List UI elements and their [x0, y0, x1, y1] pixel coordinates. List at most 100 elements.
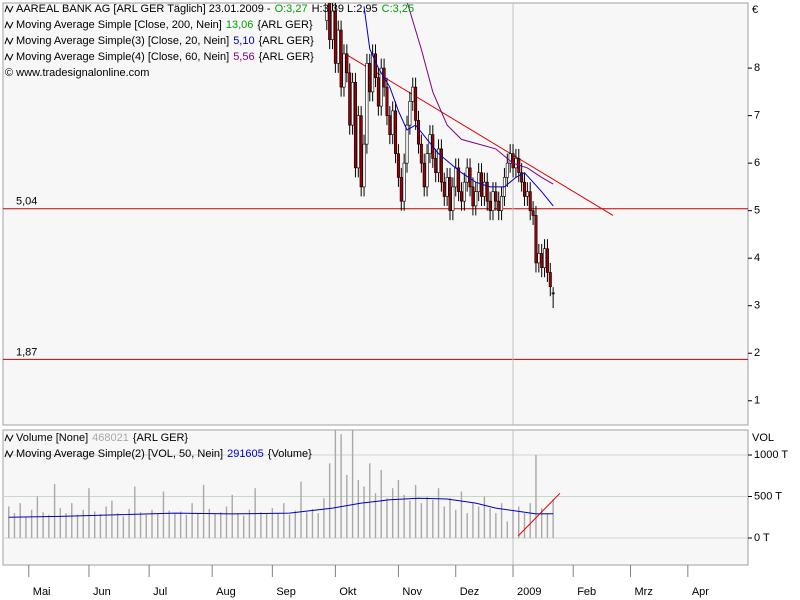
- volume-bar: [42, 512, 44, 539]
- candle-body: [531, 210, 535, 216]
- volume-bar: [369, 463, 371, 539]
- candle-body: [359, 115, 363, 188]
- legend-part: C:3,25: [382, 3, 414, 15]
- volume-bar: [529, 503, 531, 539]
- legend-entry: Moving Average Simple(2) [VOL, 50, Nein]…: [16, 448, 312, 460]
- candle-body: [548, 272, 552, 288]
- legend-part: Moving Average Simple(4) [Close, 60, Nei…: [16, 51, 229, 63]
- candle-body: [411, 86, 415, 102]
- volume-bar: [231, 494, 233, 539]
- volume-bar: [168, 510, 170, 539]
- volume-bar: [443, 506, 445, 539]
- volume-bar: [283, 503, 285, 539]
- volume-bar: [134, 486, 136, 539]
- volume-bar: [506, 521, 509, 539]
- moving-average: [406, 3, 554, 185]
- volume-bar: [483, 496, 486, 539]
- volume-bar: [122, 516, 125, 539]
- legend-part: 291605: [227, 448, 264, 460]
- candle-body: [448, 177, 452, 211]
- y-tick-label: 1000 T: [754, 449, 788, 461]
- volume-bar: [197, 513, 199, 539]
- candle-body: [543, 248, 547, 269]
- volume-bar: [489, 508, 491, 539]
- candle-body: [514, 158, 518, 169]
- candle-body: [491, 191, 495, 211]
- legend-part: {Volume}: [268, 448, 312, 460]
- candle-body: [459, 191, 463, 202]
- volume-bar: [237, 513, 239, 539]
- legend-part: Moving Average Simple(2) [VOL, 50, Nein]: [16, 448, 223, 460]
- x-tick-label: Mai: [33, 586, 51, 598]
- trendline: [344, 53, 614, 216]
- x-tick-label: Nov: [402, 586, 422, 598]
- candle-body: [402, 162, 406, 202]
- legend-entry: Moving Average Simple [Close, 200, Nein]…: [16, 19, 313, 31]
- volume-bar: [214, 513, 216, 539]
- volume-bar: [472, 503, 474, 539]
- candle-body: [416, 120, 420, 145]
- candle-body: [325, 3, 329, 21]
- legend-icon: [4, 449, 14, 459]
- volume-bar: [93, 511, 96, 539]
- y-axis-label: VOL: [752, 432, 774, 444]
- candle-body: [339, 29, 343, 88]
- volume-bar: [191, 503, 193, 539]
- volume-bar: [323, 498, 325, 539]
- volume-bar: [460, 491, 463, 539]
- volume-bar: [535, 454, 537, 539]
- candle-body: [454, 167, 458, 188]
- candle-body: [457, 167, 461, 192]
- volume-bar: [174, 513, 176, 539]
- candle-body: [451, 186, 455, 211]
- legend-part: 13,06: [226, 19, 254, 31]
- candle-body: [540, 253, 544, 269]
- volume-bar: [552, 499, 554, 539]
- candle-body: [522, 181, 526, 197]
- volume-bar: [13, 513, 16, 539]
- candle-body: [505, 162, 509, 178]
- volume-bar: [540, 508, 543, 539]
- legend-part: H:3,39 L:2,95: [312, 3, 378, 15]
- y-tick-label: 1: [754, 395, 760, 407]
- candle-body: [376, 77, 380, 107]
- candle-body: [414, 86, 418, 121]
- trendline: [517, 492, 561, 537]
- volume-bar: [99, 513, 102, 539]
- volume-bar: [477, 506, 480, 539]
- legend-entry: Moving Average Simple(3) [Close, 20, Nei…: [16, 35, 314, 47]
- x-tick-label: Jul: [153, 586, 167, 598]
- volume-bar: [8, 506, 10, 539]
- candle-body: [471, 186, 475, 207]
- volume-bar: [82, 509, 84, 539]
- volume-bar: [495, 513, 497, 539]
- candle-body: [368, 63, 372, 93]
- volume-bar: [455, 509, 457, 539]
- volume-bar: [185, 514, 188, 539]
- volume-bar: [512, 509, 514, 539]
- x-tick-label: Aug: [216, 586, 236, 598]
- level-label: 5,04: [16, 196, 37, 208]
- volume-bar: [449, 498, 451, 539]
- volume-bar: [500, 503, 503, 539]
- volume-bar: [277, 513, 279, 539]
- copyright: © www.tradesignalonline.com: [5, 67, 149, 79]
- candle-body: [396, 153, 400, 178]
- volume-bar: [294, 510, 296, 539]
- legend-icon: [4, 4, 14, 14]
- volume-bar: [420, 503, 423, 539]
- volume-bar: [351, 430, 354, 539]
- volume-bar: [334, 430, 337, 539]
- volume-bar: [340, 434, 342, 539]
- candle-body: [388, 115, 392, 135]
- candle-body: [528, 191, 532, 211]
- volume-bar: [30, 509, 33, 539]
- candle-body: [399, 177, 403, 202]
- volume-bar: [25, 516, 27, 539]
- volume-bar: [220, 512, 222, 539]
- level-label: 1,87: [16, 346, 37, 358]
- legend-icon: [4, 433, 14, 443]
- x-tick-label: Mrz: [635, 586, 653, 598]
- volume-bar: [53, 484, 56, 539]
- x-tick-label: Jun: [93, 586, 111, 598]
